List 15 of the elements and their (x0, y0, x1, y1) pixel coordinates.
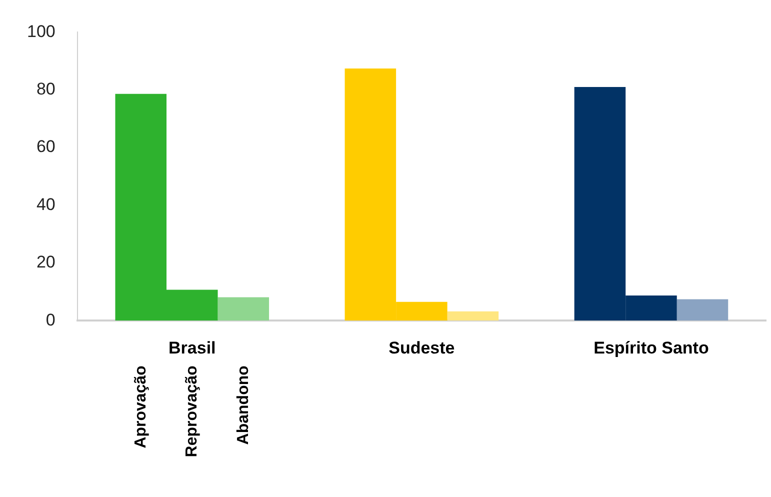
bar (676, 299, 728, 321)
y-tick-label: 40 (36, 194, 56, 214)
y-tick-label: 20 (36, 252, 56, 272)
y-tick-label: 80 (36, 80, 56, 99)
text: Reprovação (184, 365, 201, 458)
x-tick-label: Espírito Santo (594, 338, 709, 358)
y-tick-label: 100 (26, 22, 56, 41)
text: Aprovação (132, 365, 150, 448)
y-tick-label: 0 (46, 310, 56, 330)
bar (218, 297, 270, 321)
text: Abandono (234, 365, 252, 445)
x-tick-label: Brasil (168, 338, 216, 358)
y-tick-label: 60 (36, 137, 56, 156)
x-tick-label: Sudeste (388, 338, 455, 358)
bar (447, 311, 499, 321)
